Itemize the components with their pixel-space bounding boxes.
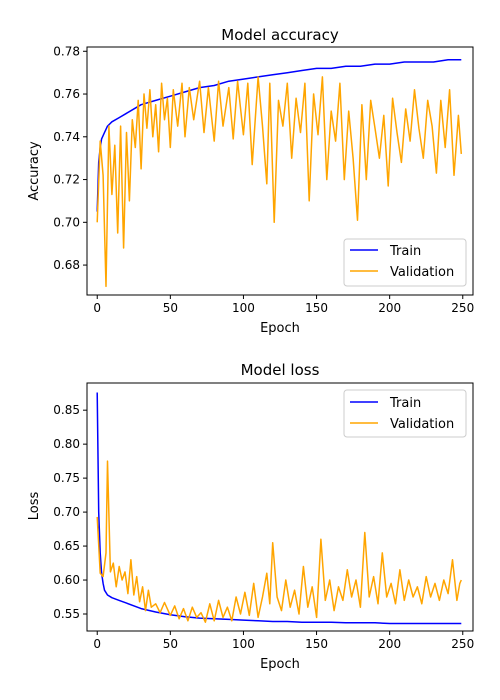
accuracy-y-axis-label: Accuracy — [27, 141, 42, 201]
accuracy-x-tick-label: 250 — [451, 301, 474, 315]
accuracy-y-tick-label: 0.68 — [53, 258, 80, 272]
accuracy-y-tick-label: 0.70 — [53, 215, 80, 229]
loss-chart-title: Model loss — [241, 361, 320, 379]
accuracy-x-tick-label: 50 — [163, 301, 178, 315]
loss-x-tick-label: 100 — [232, 637, 255, 651]
loss-series-train-line — [96, 392, 462, 625]
accuracy-plot-frame — [86, 46, 474, 296]
accuracy-legend-validation-label: Validation — [390, 265, 454, 280]
loss-y-axis-label: Loss — [27, 492, 42, 521]
loss-axis-ticks: 0 50 100 150 200 250 0.55 0.60 0.65 0.70 0.75 0.80 0… — [53, 403, 474, 651]
loss-x-tick-label: 250 — [451, 637, 474, 651]
accuracy-x-tick-label: 200 — [378, 301, 401, 315]
accuracy-y-tick-label: 0.78 — [53, 44, 80, 58]
accuracy-legend-train-label: Train — [389, 244, 421, 259]
accuracy-x-tick-label: 0 — [93, 301, 101, 315]
accuracy-series-lines — [96, 59, 463, 288]
loss-legend: Train Validation — [343, 389, 467, 438]
loss-legend-validation-label: Validation — [390, 417, 454, 432]
accuracy-legend: Train Validation — [343, 238, 467, 287]
loss-x-tick-label: 200 — [378, 637, 401, 651]
accuracy-y-tick-label: 0.72 — [53, 173, 80, 187]
loss-x-tick-label: 150 — [305, 637, 328, 651]
loss-y-tick-label: 0.60 — [53, 573, 80, 587]
loss-chart: Model loss Epoch Loss 0 50 100 150 200 250 0.5… — [27, 361, 474, 672]
accuracy-series-train-line — [96, 59, 462, 212]
loss-x-tick-label: 50 — [163, 637, 178, 651]
loss-y-tick-label: 0.70 — [53, 505, 80, 519]
accuracy-y-tick-label: 0.74 — [53, 130, 80, 144]
accuracy-chart-title: Model accuracy — [221, 26, 339, 44]
accuracy-x-axis-label: Epoch — [260, 321, 300, 336]
accuracy-x-tick-label: 150 — [305, 301, 328, 315]
loss-y-tick-label: 0.55 — [53, 607, 80, 621]
loss-x-axis-label: Epoch — [260, 657, 300, 672]
loss-y-tick-label: 0.80 — [53, 437, 80, 451]
loss-x-tick-label: 0 — [93, 637, 101, 651]
loss-series-lines — [96, 392, 462, 625]
loss-y-tick-label: 0.75 — [53, 471, 80, 485]
loss-legend-train-label: Train — [389, 396, 421, 411]
accuracy-series-validation-line — [96, 76, 463, 288]
loss-plot-frame — [86, 382, 474, 632]
accuracy-y-tick-label: 0.76 — [53, 87, 80, 101]
accuracy-axis-ticks: 0 50 100 150 200 250 0.68 0.70 0.72 0.74 0.76 0.78 — [53, 44, 474, 315]
accuracy-chart: Model accuracy Epoch Accuracy 0 50 100 150 2… — [27, 26, 474, 336]
loss-y-tick-label: 0.85 — [53, 403, 80, 417]
loss-y-tick-label: 0.65 — [53, 539, 80, 553]
accuracy-x-tick-label: 100 — [232, 301, 255, 315]
loss-series-validation-line — [96, 460, 462, 623]
